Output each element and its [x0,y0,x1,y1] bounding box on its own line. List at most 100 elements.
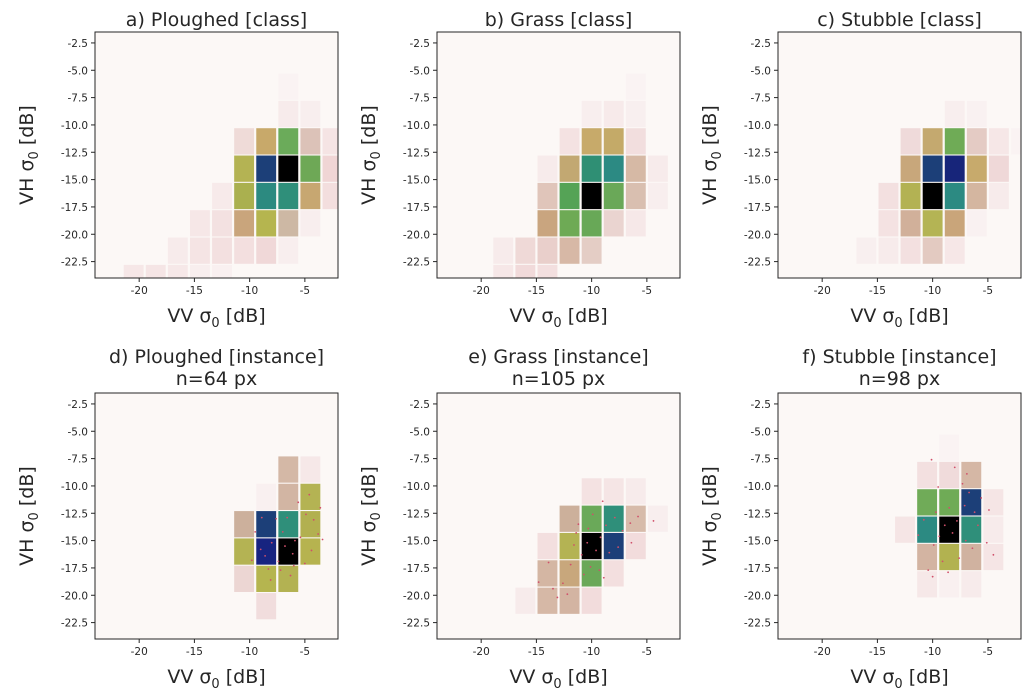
x-tick-label: -5 [983,285,993,297]
x-axis-label-unit: [dB] [903,305,949,327]
scatter-point [552,587,554,590]
subplot-title: c) Stubble [class] [817,9,982,31]
heatmap-bin [917,461,938,489]
x-tick-label: -5 [642,285,652,297]
x-axis-label: VV σ0 [dB] [509,666,607,689]
plot-background [778,393,1021,639]
heatmap-bin [625,505,646,532]
x-tick-label: -5 [300,646,310,658]
scatter-point [958,557,961,559]
heatmap-bin [559,587,580,614]
heatmap-bin [559,505,580,532]
heatmap-bin [256,128,277,155]
y-tick-label: -15.0 [61,175,88,187]
y-axis-label: VH σ0 [dB] [358,466,384,566]
x-tick-label: -5 [300,285,310,297]
scatter-point [637,515,639,518]
heatmap-bin [537,560,558,587]
x-axis-label: VV σ0 [dB] [167,305,265,331]
y-tick-label: -10.0 [61,120,88,132]
scatter-point [260,516,263,519]
heatmap-bin [922,128,943,155]
heatmap-bin [895,516,915,543]
heatmap-bin [278,210,299,237]
scatter-point [601,500,604,503]
scatter-point [613,516,616,519]
x-axis-label: VV σ0 [dB] [509,305,607,331]
heatmap-bin [966,155,987,182]
heatmap-bin [581,155,602,182]
scatter-point [605,524,607,527]
scatter-point [547,561,550,564]
heatmap-bin [322,182,338,210]
heatmap-bin [988,182,1009,210]
x-axis-label-unit: [dB] [562,305,608,327]
y-tick-label: -7.5 [410,93,431,105]
y-axis-label: VH σ0 [dB] [699,105,725,205]
y-tick-label: -17.5 [744,563,771,575]
heatmap-bin [922,155,943,182]
heatmap-bin [559,182,580,210]
scatter-point [556,596,559,599]
axes-frame [777,31,1022,279]
y-tick-label: -10.0 [403,481,430,493]
x-axis-label: VV σ0 [dB] [850,305,948,331]
x-axis-label-unit: [dB] [562,666,608,688]
x-tick-label: -5 [983,646,993,658]
scatter-point [575,532,578,534]
heatmap-bin [917,571,938,598]
scatter-point [968,491,970,494]
scatter-point [595,549,597,552]
y-axis-label-main: VH σ [358,520,380,565]
heatmap-bin [878,237,899,264]
scatter-point [267,568,270,570]
heatmap-bin [256,237,277,264]
scatter-point [277,560,280,563]
heatmap-bin [212,237,232,264]
heatmap-bin [278,565,299,592]
heatmap-bin [278,456,299,483]
heatmap-bin [256,483,277,510]
scatter-point [308,493,311,496]
heatmap-bin [581,100,602,128]
x-axis-label-subscript: 0 [211,677,219,689]
x-tick-label: -10 [583,285,600,297]
heatmap-bin [603,560,624,587]
scatter-point [630,541,633,544]
scatter-point [270,541,273,544]
scatter-point [963,504,966,507]
scatter-point [935,511,937,514]
heatmap-bin [917,543,938,571]
scatter-point [988,509,990,511]
heatmap-bin [581,587,602,614]
heatmap-bin [1011,128,1021,155]
scatter-point [992,553,995,556]
heatmap-bin [900,237,921,264]
heatmap-bin [234,155,255,182]
subplot-subtitle: n=98 px [859,368,940,390]
y-tick-label: -10.0 [744,481,771,493]
axes-frame [777,392,1022,640]
heatmap-bin [234,182,255,210]
heatmap-bin [944,100,965,128]
scatter-point [275,517,278,520]
heatmap-bins [123,73,338,278]
scatter-point [964,539,967,542]
heatmap-bin [939,516,960,543]
x-axis-label-unit: [dB] [220,666,266,688]
heatmap-bin [966,100,987,128]
y-axis-label-unit: [dB] [358,105,380,151]
scatter-point [591,513,594,516]
scatter-point [965,473,968,475]
heatmap-bin [167,264,188,278]
heatmap-bin [581,237,602,264]
scatter-point [652,520,655,522]
heatmap-bin [983,516,1004,543]
y-tick-label: -5.0 [751,426,772,438]
x-tick-label: -15 [186,285,203,297]
x-tick-label: -20 [131,285,148,297]
y-tick-label: -12.5 [61,508,88,520]
heatmap-bin [581,478,602,505]
heatmap-bin [603,478,624,505]
